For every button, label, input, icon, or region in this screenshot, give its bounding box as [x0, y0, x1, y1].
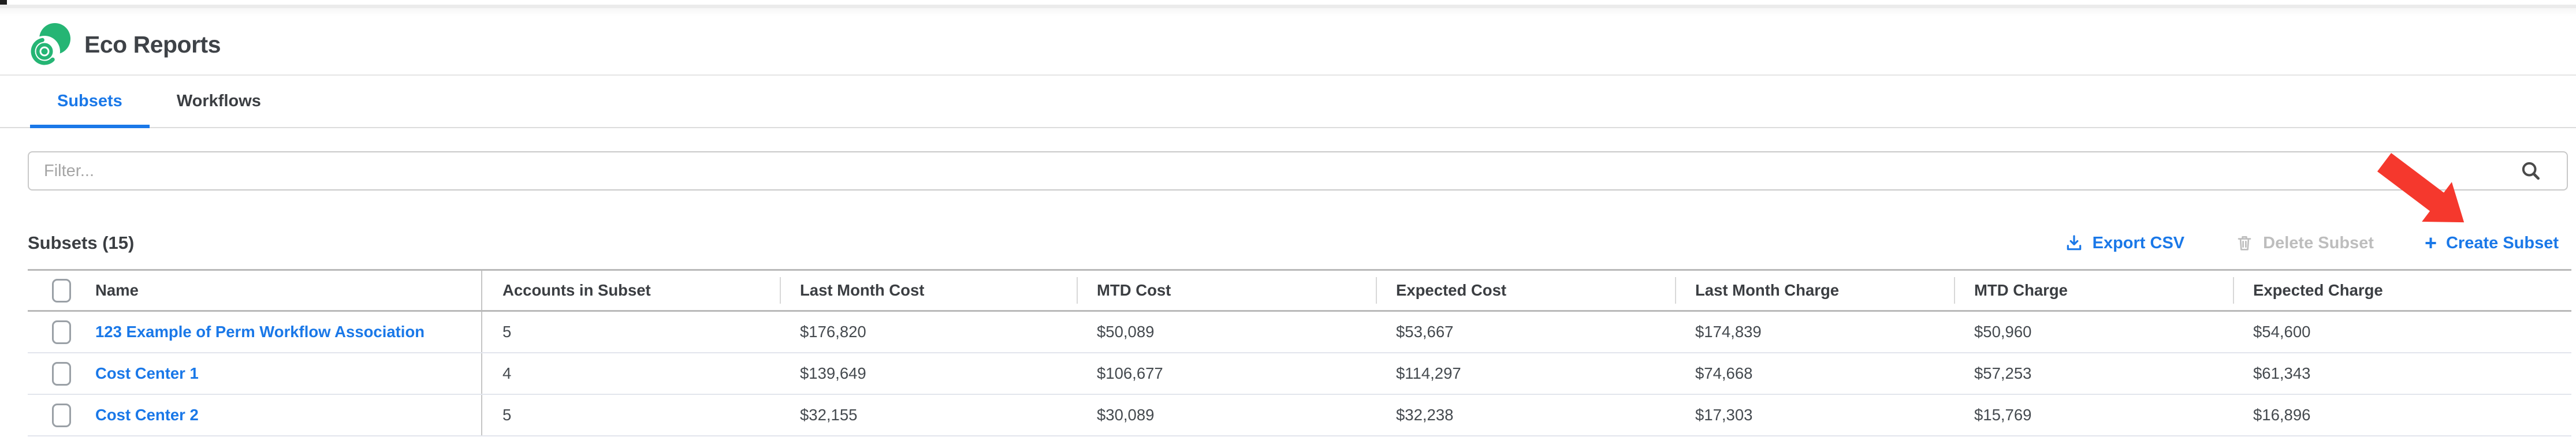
row-name-cell: Cost Center 2 — [28, 395, 482, 435]
last-month-charge-cell: $74,668 — [1695, 364, 1753, 382]
expected-charge-cell: $54,600 — [2253, 323, 2311, 341]
search-icon — [2522, 162, 2540, 180]
create-subset-label: Create Subset — [2445, 233, 2559, 252]
mtd-charge-cell: $15,769 — [1974, 406, 2032, 424]
row-name-cell: Cost Center 1 — [28, 353, 482, 394]
last-month-cost-cell: $32,155 — [800, 406, 858, 424]
delete-subset-label: Delete Subset — [2263, 233, 2374, 252]
subsets-table: Name Accounts in Subset Last Month Cost … — [28, 269, 2571, 436]
header-cell-accounts: Accounts in Subset — [502, 281, 651, 299]
tab-workflows-label: Workflows — [176, 92, 261, 110]
last-month-charge-cell: $17,303 — [1695, 406, 1753, 424]
eco-spiral-logo-icon — [29, 23, 70, 66]
filter-bar — [28, 151, 2568, 191]
table-row: 123 Example of Perm Workflow Association… — [28, 312, 2571, 353]
row-name-cell: 123 Example of Perm Workflow Association — [28, 312, 482, 352]
table-row: Cost Center 2 5 $32,155 $30,089 $32,238 … — [28, 395, 2571, 436]
subsets-count-heading: Subsets (15) — [28, 233, 135, 253]
header-cell-name: Name — [28, 271, 482, 310]
last-month-cost-cell: $139,649 — [800, 364, 866, 382]
export-csv-label: Export CSV — [2092, 233, 2185, 252]
header-cell-mtd-cost: MTD Cost — [1077, 271, 1376, 310]
row-checkbox[interactable] — [52, 361, 71, 386]
header-cell-last-month-charge: Last Month Charge — [1675, 271, 1954, 310]
tab-bar: Subsets Workflows — [0, 76, 2576, 128]
mtd-cost-cell: $30,089 — [1097, 406, 1155, 424]
app-header: Eco Reports — [0, 0, 2576, 76]
filter-input[interactable] — [28, 151, 2568, 191]
mtd-cost-cell: $106,677 — [1097, 364, 1163, 382]
row-checkbox[interactable] — [52, 403, 71, 427]
top-shadow-fade — [0, 8, 2576, 16]
subset-name-link[interactable]: Cost Center 1 — [95, 364, 199, 382]
tab-subsets[interactable]: Subsets — [30, 76, 150, 128]
accounts-cell: 5 — [502, 323, 512, 341]
table-row: Cost Center 1 4 $139,649 $106,677 $114,2… — [28, 353, 2571, 395]
screenshot-corner-artifact — [0, 0, 7, 5]
top-shadow-strip — [0, 5, 2576, 8]
table-header-row: Name Accounts in Subset Last Month Cost … — [28, 269, 2571, 312]
create-subset-button[interactable]: + Create Subset — [2425, 233, 2559, 253]
download-icon — [2067, 235, 2081, 251]
delete-subset-button[interactable]: Delete Subset — [2235, 234, 2374, 253]
subset-name-link[interactable]: Cost Center 2 — [95, 406, 199, 424]
header-cell-mtd-charge: MTD Charge — [1954, 271, 2233, 310]
subset-name-link[interactable]: 123 Example of Perm Workflow Association — [95, 323, 425, 341]
mtd-charge-cell: $50,960 — [1974, 323, 2032, 341]
row-checkbox[interactable] — [52, 320, 71, 344]
mtd-cost-cell: $50,089 — [1097, 323, 1155, 341]
export-csv-button[interactable]: Export CSV — [2065, 233, 2185, 253]
accounts-cell: 4 — [502, 364, 512, 382]
plus-icon: + — [2424, 231, 2437, 255]
tab-subsets-label: Subsets — [57, 92, 122, 110]
header-cell-expected-cost: Expected Cost — [1376, 271, 1675, 310]
expected-cost-cell: $32,238 — [1396, 406, 1454, 424]
accounts-cell: 5 — [502, 406, 512, 424]
toolbar-actions: Export CSV Delete Subset + Create Subset — [2065, 233, 2559, 253]
expected-cost-cell: $114,297 — [1396, 364, 1461, 382]
expected-charge-cell: $16,896 — [2253, 406, 2311, 424]
expected-charge-cell: $61,343 — [2253, 364, 2311, 382]
select-all-checkbox[interactable] — [52, 278, 71, 303]
trash-icon — [2238, 236, 2251, 251]
page-title: Eco Reports — [84, 31, 221, 58]
expected-cost-cell: $53,667 — [1396, 323, 1454, 341]
table-toolbar: Subsets (15) Export CSV Delete Subset + … — [28, 223, 2559, 263]
tab-workflows[interactable]: Workflows — [150, 76, 288, 127]
mtd-charge-cell: $57,253 — [1974, 364, 2032, 382]
header-cell-last-month-cost: Last Month Cost — [780, 271, 1077, 310]
last-month-charge-cell: $174,839 — [1695, 323, 1762, 341]
header-cell-expected-charge: Expected Charge — [2233, 271, 2571, 310]
column-header-name: Name — [95, 281, 139, 299]
last-month-cost-cell: $176,820 — [800, 323, 866, 341]
